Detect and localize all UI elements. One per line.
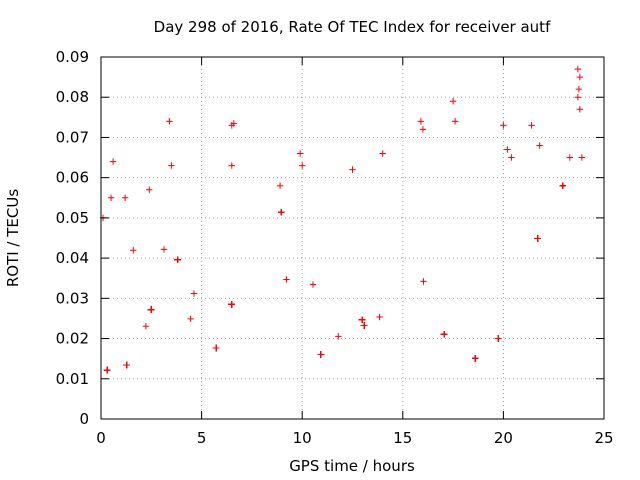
grid-lines (101, 57, 604, 419)
data-point (190, 290, 198, 297)
y-axis-label: ROTI / TECUs (4, 189, 22, 287)
data-points (99, 65, 586, 374)
data-point (187, 315, 194, 323)
data-point (335, 333, 342, 340)
data-point (420, 278, 427, 285)
data-point (309, 281, 317, 288)
x-axis-label: GPS time / hours (289, 457, 415, 475)
data-point (160, 246, 168, 253)
data-point (283, 276, 290, 283)
data-point (130, 247, 137, 254)
chart-title: Day 298 of 2016, Rate Of TEC Index for r… (154, 18, 551, 36)
data-point (142, 323, 150, 330)
data-point (376, 313, 383, 321)
